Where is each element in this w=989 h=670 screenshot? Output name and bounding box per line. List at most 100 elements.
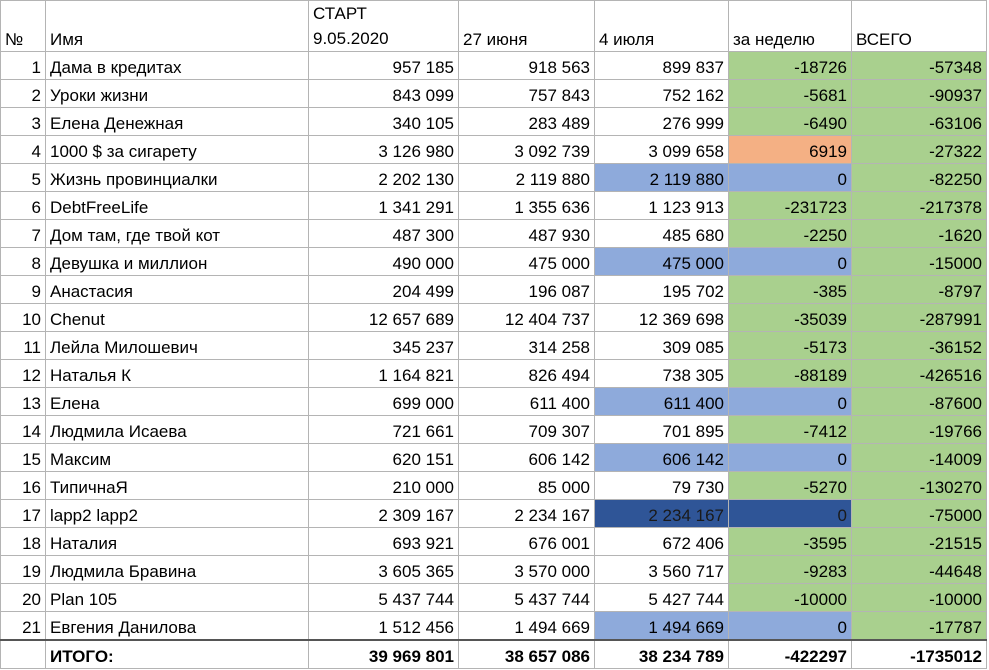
row-start-cell[interactable]: 721 661	[308, 415, 459, 444]
row-july-cell[interactable]: 738 305	[594, 359, 729, 388]
totals-june[interactable]: 38 657 086	[458, 639, 595, 669]
row-number-cell[interactable]: 20	[0, 583, 46, 612]
row-total-cell[interactable]: -17787	[851, 611, 987, 641]
row-week-cell[interactable]: -10000	[728, 583, 852, 612]
row-week-cell[interactable]: -5270	[728, 471, 852, 500]
row-name-cell[interactable]: Людмила Исаева	[45, 415, 309, 444]
row-name-cell[interactable]: Chenut	[45, 303, 309, 332]
row-june-cell[interactable]: 1 494 669	[458, 611, 595, 641]
header-start[interactable]: СТАРТ 9.05.2020	[308, 0, 459, 52]
row-week-cell[interactable]: 0	[728, 611, 852, 641]
row-july-cell[interactable]: 12 369 698	[594, 303, 729, 332]
row-june-cell[interactable]: 283 489	[458, 107, 595, 136]
row-number-cell[interactable]: 2	[0, 79, 46, 108]
row-week-cell[interactable]: -385	[728, 275, 852, 304]
header-total[interactable]: ВСЕГО	[851, 0, 987, 52]
row-june-cell[interactable]: 611 400	[458, 387, 595, 416]
row-july-cell[interactable]: 1 494 669	[594, 611, 729, 641]
header-june[interactable]: 27 июня	[458, 0, 595, 52]
row-july-cell[interactable]: 1 123 913	[594, 191, 729, 220]
totals-week[interactable]: -422297	[728, 639, 852, 669]
row-total-cell[interactable]: -87600	[851, 387, 987, 416]
row-number-cell[interactable]: 1	[0, 51, 46, 80]
totals-total[interactable]: -1735012	[851, 639, 987, 669]
totals-number-cell[interactable]	[0, 639, 46, 669]
row-total-cell[interactable]: -63106	[851, 107, 987, 136]
row-start-cell[interactable]: 699 000	[308, 387, 459, 416]
row-june-cell[interactable]: 85 000	[458, 471, 595, 500]
header-july[interactable]: 4 июля	[594, 0, 729, 52]
row-week-cell[interactable]: 0	[728, 499, 852, 528]
row-start-cell[interactable]: 2 309 167	[308, 499, 459, 528]
row-number-cell[interactable]: 15	[0, 443, 46, 472]
row-name-cell[interactable]: Дом там, где твой кот	[45, 219, 309, 248]
row-total-cell[interactable]: -15000	[851, 247, 987, 276]
row-number-cell[interactable]: 3	[0, 107, 46, 136]
row-june-cell[interactable]: 826 494	[458, 359, 595, 388]
row-week-cell[interactable]: -3595	[728, 527, 852, 556]
row-july-cell[interactable]: 701 895	[594, 415, 729, 444]
row-start-cell[interactable]: 693 921	[308, 527, 459, 556]
row-week-cell[interactable]: -35039	[728, 303, 852, 332]
row-july-cell[interactable]: 485 680	[594, 219, 729, 248]
row-number-cell[interactable]: 6	[0, 191, 46, 220]
row-start-cell[interactable]: 620 151	[308, 443, 459, 472]
header-number[interactable]: №	[0, 0, 46, 52]
row-start-cell[interactable]: 490 000	[308, 247, 459, 276]
row-week-cell[interactable]: 0	[728, 387, 852, 416]
row-total-cell[interactable]: -10000	[851, 583, 987, 612]
row-name-cell[interactable]: Plan 105	[45, 583, 309, 612]
row-week-cell[interactable]: -9283	[728, 555, 852, 584]
row-number-cell[interactable]: 17	[0, 499, 46, 528]
row-number-cell[interactable]: 12	[0, 359, 46, 388]
row-name-cell[interactable]: lapp2 lapp2	[45, 499, 309, 528]
row-july-cell[interactable]: 276 999	[594, 107, 729, 136]
row-name-cell[interactable]: DebtFreeLife	[45, 191, 309, 220]
row-july-cell[interactable]: 672 406	[594, 527, 729, 556]
row-start-cell[interactable]: 5 437 744	[308, 583, 459, 612]
row-total-cell[interactable]: -57348	[851, 51, 987, 80]
row-week-cell[interactable]: 0	[728, 247, 852, 276]
row-week-cell[interactable]: -5173	[728, 331, 852, 360]
row-july-cell[interactable]: 899 837	[594, 51, 729, 80]
row-start-cell[interactable]: 1 512 456	[308, 611, 459, 641]
row-name-cell[interactable]: Елена	[45, 387, 309, 416]
row-name-cell[interactable]: Жизнь провинциалки	[45, 163, 309, 192]
row-june-cell[interactable]: 2 234 167	[458, 499, 595, 528]
row-july-cell[interactable]: 611 400	[594, 387, 729, 416]
row-july-cell[interactable]: 2 119 880	[594, 163, 729, 192]
row-july-cell[interactable]: 309 085	[594, 331, 729, 360]
row-start-cell[interactable]: 957 185	[308, 51, 459, 80]
row-june-cell[interactable]: 2 119 880	[458, 163, 595, 192]
row-july-cell[interactable]: 5 427 744	[594, 583, 729, 612]
row-name-cell[interactable]: Анастасия	[45, 275, 309, 304]
row-week-cell[interactable]: -5681	[728, 79, 852, 108]
row-july-cell[interactable]: 752 162	[594, 79, 729, 108]
row-start-cell[interactable]: 3 605 365	[308, 555, 459, 584]
row-july-cell[interactable]: 475 000	[594, 247, 729, 276]
row-total-cell[interactable]: -21515	[851, 527, 987, 556]
row-number-cell[interactable]: 13	[0, 387, 46, 416]
row-number-cell[interactable]: 8	[0, 247, 46, 276]
row-june-cell[interactable]: 3 570 000	[458, 555, 595, 584]
row-total-cell[interactable]: -82250	[851, 163, 987, 192]
row-june-cell[interactable]: 12 404 737	[458, 303, 595, 332]
row-total-cell[interactable]: -36152	[851, 331, 987, 360]
row-name-cell[interactable]: Людмила Бравина	[45, 555, 309, 584]
row-july-cell[interactable]: 2 234 167	[594, 499, 729, 528]
row-week-cell[interactable]: -2250	[728, 219, 852, 248]
row-june-cell[interactable]: 606 142	[458, 443, 595, 472]
row-name-cell[interactable]: Лейла Милошевич	[45, 331, 309, 360]
row-start-cell[interactable]: 487 300	[308, 219, 459, 248]
row-total-cell[interactable]: -1620	[851, 219, 987, 248]
row-name-cell[interactable]: Дама в кредитах	[45, 51, 309, 80]
row-june-cell[interactable]: 5 437 744	[458, 583, 595, 612]
row-june-cell[interactable]: 918 563	[458, 51, 595, 80]
row-week-cell[interactable]: -231723	[728, 191, 852, 220]
row-week-cell[interactable]: 0	[728, 443, 852, 472]
row-total-cell[interactable]: -44648	[851, 555, 987, 584]
row-start-cell[interactable]: 345 237	[308, 331, 459, 360]
row-june-cell[interactable]: 487 930	[458, 219, 595, 248]
row-week-cell[interactable]: -88189	[728, 359, 852, 388]
row-start-cell[interactable]: 12 657 689	[308, 303, 459, 332]
